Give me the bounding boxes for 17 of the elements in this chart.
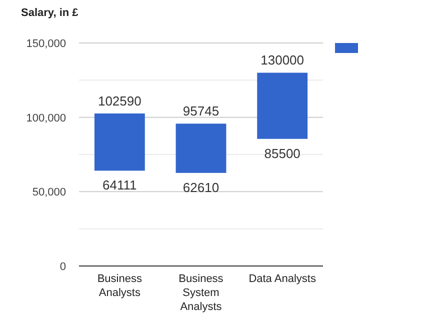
annotation: 62610: [182, 180, 220, 195]
annotation: 85500: [264, 146, 300, 161]
x-tick-label: Data Analysts: [248, 273, 316, 285]
annotation: 130000: [260, 52, 304, 68]
bar: [176, 124, 226, 173]
annotation: 64111: [102, 178, 137, 193]
annotation: 95745: [182, 104, 220, 119]
x-tick-label: Business Analysts: [97, 273, 142, 299]
bar: [94, 113, 145, 171]
x-tick-label: Business System Analysts: [178, 273, 224, 313]
y-tick-label: 0: [60, 261, 66, 273]
y-tick-label: 150,000: [26, 38, 66, 50]
annotation: 102590: [98, 93, 142, 108]
y-tick-label: 100,000: [26, 112, 66, 124]
bar: [257, 72, 308, 139]
y-tick-label: 50,000: [32, 186, 66, 199]
chart-title: Salary, in £: [21, 7, 78, 19]
